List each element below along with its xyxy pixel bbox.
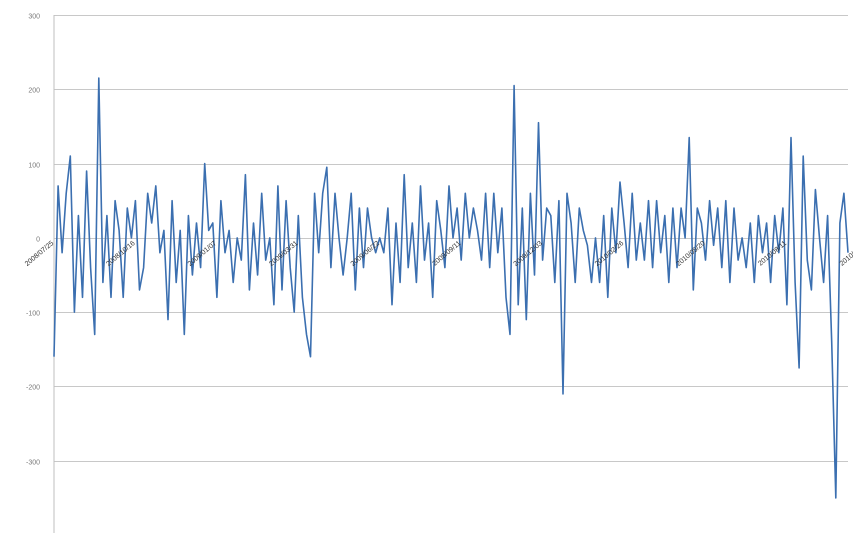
series-line — [53, 77, 849, 499]
gridlines — [54, 15, 848, 536]
y-tick-label: -200 — [26, 385, 40, 392]
series-layer — [53, 77, 849, 499]
x-tick-label: 2010/05/20 — [675, 240, 706, 268]
y-tick-label: 0 — [36, 237, 40, 244]
y-tick-label: 100 — [28, 163, 40, 170]
y-tick-label: 200 — [28, 88, 40, 95]
y-tick-label: -300 — [26, 460, 40, 467]
y-tick-label: -100 — [26, 311, 40, 318]
x-tick-label: 2010/11/02 — [839, 240, 853, 268]
x-tick-label: 2008/07/25 — [24, 240, 55, 268]
x-tick-label: 2009/09/11 — [432, 240, 463, 268]
y-tick-label: 300 — [28, 14, 40, 21]
